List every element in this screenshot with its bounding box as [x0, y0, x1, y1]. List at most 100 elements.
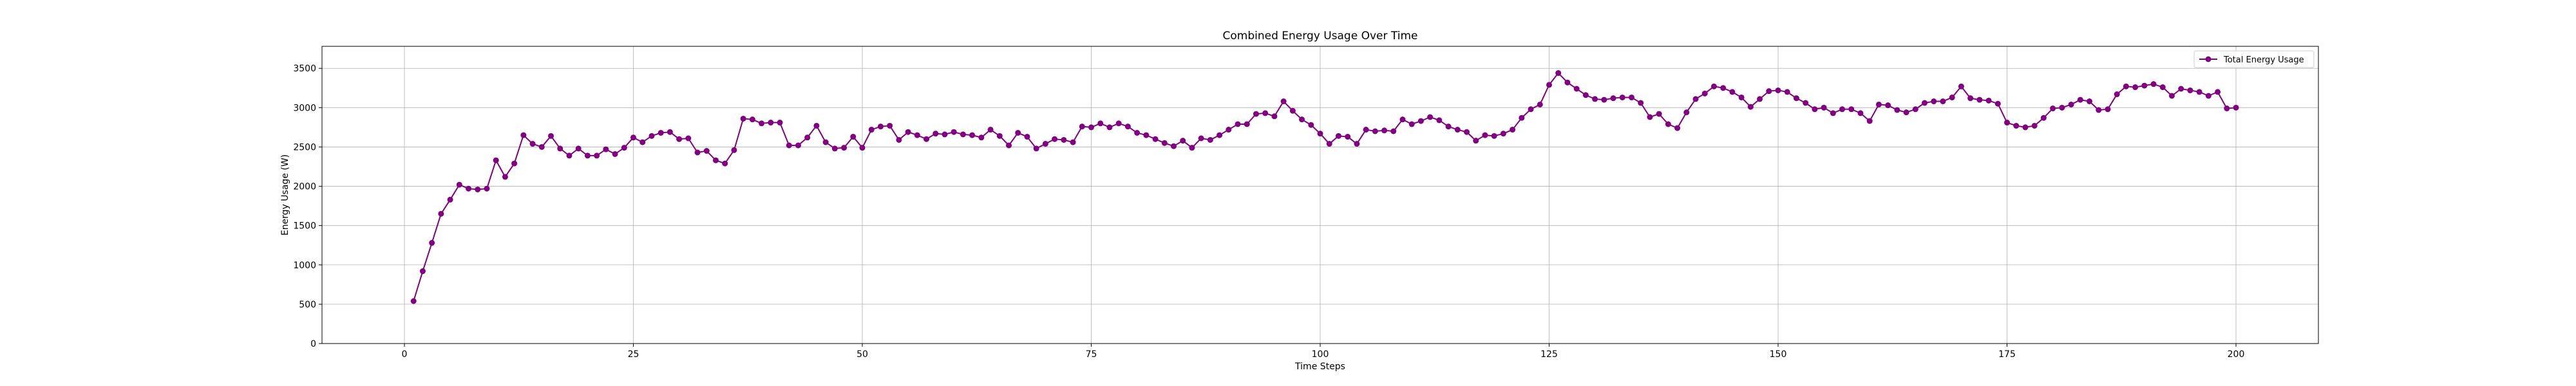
grid — [322, 46, 2318, 344]
data-point — [2215, 89, 2221, 95]
data-point — [1894, 107, 1900, 113]
data-point — [1024, 134, 1030, 140]
data-point — [1345, 134, 1351, 140]
data-point — [1729, 89, 1736, 95]
data-point — [1226, 127, 1232, 133]
x-tick-label: 50 — [857, 349, 868, 360]
data-point — [685, 135, 692, 142]
x-tick-label: 125 — [1540, 349, 1558, 360]
data-point — [2150, 81, 2157, 87]
data-point — [1097, 120, 1104, 127]
data-point — [1006, 142, 1012, 149]
data-point — [1015, 129, 1021, 136]
data-point — [1070, 139, 1076, 145]
data-point — [1363, 127, 1369, 133]
data-point — [1985, 97, 1992, 104]
data-point — [1454, 127, 1461, 133]
data-point — [1931, 98, 1937, 105]
data-point — [594, 152, 600, 159]
data-point — [475, 186, 481, 192]
data-point — [1647, 114, 1653, 120]
data-point — [1592, 96, 1598, 102]
data-point — [2068, 101, 2074, 107]
data-point — [1821, 104, 1827, 111]
data-point — [1857, 110, 1864, 116]
data-point — [905, 129, 911, 135]
data-point — [987, 127, 994, 133]
data-point — [575, 145, 582, 152]
data-point — [584, 152, 591, 159]
data-point — [1710, 83, 1717, 89]
x-tick-label: 100 — [1312, 349, 1329, 360]
data-point — [1564, 79, 1571, 86]
data-point — [1271, 113, 1278, 120]
data-point — [1885, 102, 1891, 109]
data-point — [1464, 129, 1470, 135]
data-point — [978, 134, 985, 141]
data-point — [520, 132, 527, 138]
data-point — [502, 174, 508, 180]
data-point — [658, 129, 664, 136]
data-point — [1967, 95, 1974, 102]
data-point — [1217, 132, 1223, 138]
data-point — [2050, 106, 2056, 112]
data-point — [1335, 133, 1341, 139]
data-point — [1143, 132, 1150, 138]
x-tick-label: 25 — [628, 349, 639, 360]
data-point — [1757, 96, 1763, 102]
data-point — [1866, 118, 1873, 124]
data-point — [2040, 115, 2047, 121]
chart-title: Combined Energy Usage Over Time — [1223, 30, 1418, 42]
data-point — [868, 127, 875, 133]
data-point — [2105, 106, 2111, 113]
data-point — [694, 149, 701, 156]
data-point — [2087, 98, 2092, 105]
y-tick-label: 500 — [299, 300, 316, 310]
data-point — [447, 196, 453, 203]
data-point — [1766, 88, 1772, 95]
data-point — [1775, 87, 1781, 93]
data-point — [1793, 95, 1799, 102]
y-axis-label: Energy Usage (W) — [280, 154, 290, 235]
data-point — [548, 133, 554, 139]
data-point — [740, 115, 746, 122]
data-point — [1747, 104, 1754, 110]
data-point — [1848, 106, 1855, 113]
data-point — [712, 157, 719, 163]
data-point — [1317, 131, 1323, 137]
data-point — [1665, 121, 1671, 127]
data-point — [722, 160, 728, 167]
data-point — [1510, 127, 1516, 133]
data-point — [2168, 93, 2175, 99]
legend-marker-swatch — [2205, 56, 2211, 62]
data-point — [1124, 124, 1131, 130]
data-point — [566, 152, 573, 159]
data-point — [877, 124, 884, 130]
data-point — [1052, 136, 1058, 142]
data-point — [996, 133, 1003, 139]
data-point — [1839, 106, 1846, 113]
data-point — [2059, 104, 2065, 111]
data-point — [1491, 133, 1497, 139]
y-tick-label: 1000 — [293, 261, 316, 271]
data-point — [2096, 107, 2102, 113]
x-axis: 0 25 50 75 100 125 150 175 200 — [402, 344, 2244, 360]
data-point — [1106, 124, 1113, 131]
data-point — [804, 134, 811, 141]
data-point — [2114, 91, 2120, 98]
data-point — [1253, 111, 1259, 117]
data-point — [1784, 89, 1790, 95]
data-point — [933, 131, 939, 137]
legend: Total Energy Usage — [2193, 50, 2315, 68]
data-point — [1903, 109, 1909, 116]
data-point — [529, 141, 536, 147]
data-point — [1436, 117, 1443, 124]
data-point — [2077, 96, 2083, 103]
data-point — [456, 181, 462, 188]
data-point — [1235, 121, 1241, 127]
data-point — [1417, 118, 1424, 124]
data-point — [1830, 110, 1836, 116]
data-point — [1180, 138, 1186, 144]
data-point — [1803, 100, 1809, 106]
